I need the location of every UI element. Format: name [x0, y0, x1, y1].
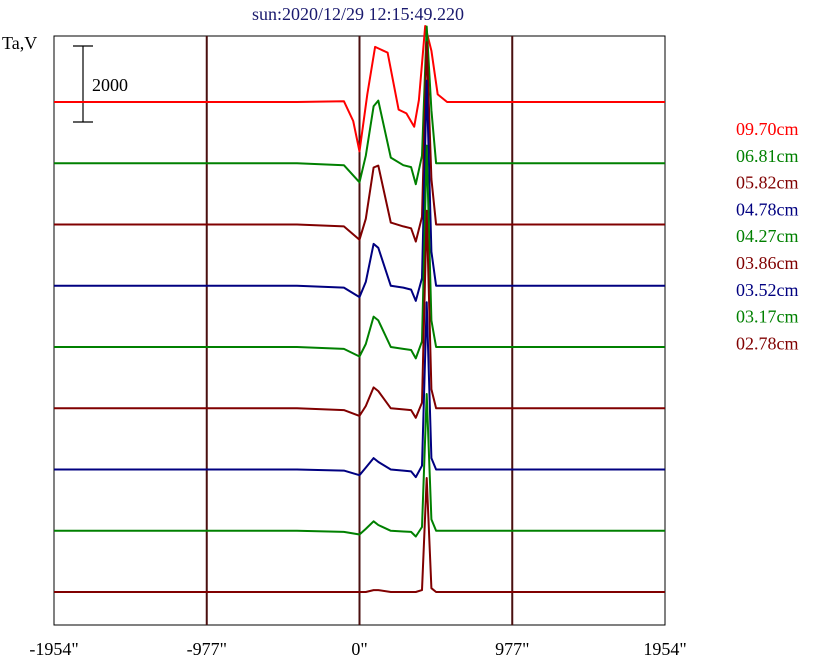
legend-entry: 09.70cm — [736, 119, 799, 139]
series-layer — [54, 25, 665, 593]
legend-entry: 04.27cm — [736, 226, 799, 246]
legend: 09.70cm 06.81cm 05.82cm 04.78cm 04.27cm 03.86… — [736, 119, 799, 353]
scale-bar-label: 2000 — [92, 75, 128, 95]
series-line-06.81cm — [54, 25, 665, 186]
legend-entry: 03.86cm — [736, 253, 799, 273]
legend-entry: 05.82cm — [736, 173, 799, 193]
x-tick-label: 1954" — [643, 639, 686, 659]
legend-entry: 03.17cm — [736, 307, 799, 327]
series-line-03.86cm — [54, 209, 665, 419]
x-tick-labels: -1954" -977" 0" 977" 1954" — [29, 639, 686, 659]
series-line-04.78cm — [54, 79, 665, 302]
chart-title: sun:2020/12/29 12:15:49.220 — [252, 4, 464, 24]
x-tick-label: 977" — [495, 639, 529, 659]
legend-entry: 03.52cm — [736, 280, 799, 300]
series-line-05.82cm — [54, 41, 665, 243]
y-axis-label: Ta,V — [2, 33, 37, 53]
gridlines — [205, 36, 514, 625]
legend-entry: 06.81cm — [736, 146, 799, 166]
legend-entry: 04.78cm — [736, 199, 799, 219]
series-line-03.52cm — [54, 301, 665, 479]
series-line-09.70cm — [54, 25, 665, 153]
x-tick-label: -977" — [187, 639, 227, 659]
x-tick-label: -1954" — [29, 639, 78, 659]
series-line-03.17cm — [54, 393, 665, 538]
series-line-04.27cm — [54, 144, 665, 360]
x-tick-label: 0" — [351, 639, 367, 659]
legend-entry: 02.78cm — [736, 333, 799, 353]
scale-bar: 2000 — [73, 45, 128, 123]
series-line-02.78cm — [54, 477, 665, 593]
